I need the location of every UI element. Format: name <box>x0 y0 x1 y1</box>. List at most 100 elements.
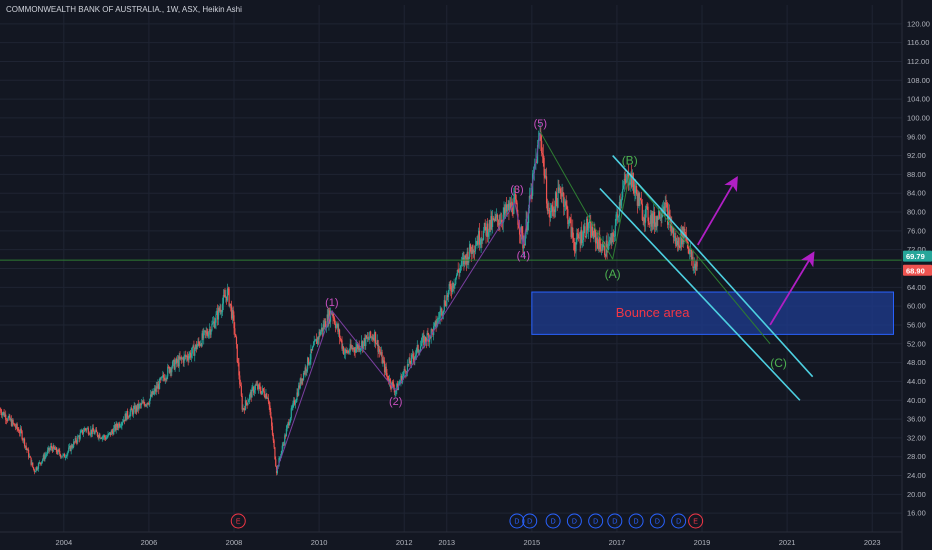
candle-body <box>602 244 604 250</box>
candle-body <box>206 331 208 335</box>
candle-body <box>1 412 3 416</box>
candle-body <box>127 416 130 418</box>
event-marker-label: E <box>236 519 241 526</box>
candle-body <box>29 456 31 458</box>
candle-body <box>638 192 640 207</box>
dividend-marker[interactable] <box>649 513 665 529</box>
candle-body <box>343 353 346 355</box>
candle-body <box>368 338 370 340</box>
candle-body <box>205 331 207 333</box>
candle-body <box>194 349 196 356</box>
candle-body <box>220 309 222 312</box>
candle-body <box>591 226 593 236</box>
candle-body <box>585 236 587 238</box>
candle-body <box>564 201 566 206</box>
candle-body <box>333 317 335 319</box>
candle-body <box>193 345 195 356</box>
candle-body <box>568 223 570 225</box>
candle-body <box>583 226 585 231</box>
candle-body <box>617 216 620 218</box>
dividend-marker[interactable] <box>509 513 525 529</box>
candle-body <box>633 184 635 193</box>
candle-body <box>371 336 373 339</box>
candle-body <box>655 222 657 228</box>
candle-body <box>514 193 517 200</box>
candle-body <box>466 251 468 265</box>
candle-body <box>357 344 359 349</box>
candle-body <box>628 183 630 186</box>
candle-body <box>612 233 614 235</box>
candle-body <box>601 249 603 251</box>
dividend-marker[interactable] <box>628 513 644 529</box>
candle-body <box>203 330 205 339</box>
candle-body <box>83 428 85 432</box>
candle-body <box>37 463 40 469</box>
candle-body <box>313 340 315 346</box>
candle-body <box>311 349 313 351</box>
candle-body <box>303 372 305 374</box>
candle-body <box>567 209 569 225</box>
dividend-marker[interactable] <box>588 513 604 529</box>
candle-body <box>593 227 595 239</box>
prev-price-tag-bg <box>903 264 932 276</box>
dividend-marker[interactable] <box>671 513 687 529</box>
candle-body <box>654 222 656 227</box>
candle-body <box>479 244 481 246</box>
candle-body <box>555 192 557 200</box>
candle-body <box>250 392 252 398</box>
y-axis[interactable]: 120.00 116.00 112.00 108.00 104.00 100.00 96.0… <box>901 0 932 550</box>
candle-body <box>513 197 515 214</box>
candle-body <box>458 271 460 273</box>
candle-body <box>216 310 218 315</box>
candle-body <box>202 333 204 339</box>
candle-body <box>469 244 472 252</box>
candle-body <box>486 223 488 236</box>
candle-body <box>214 322 216 328</box>
candle-body <box>201 333 203 347</box>
candle-body <box>544 175 546 178</box>
candle-body <box>402 372 404 376</box>
candle-body <box>335 325 337 328</box>
candle-body <box>635 186 638 195</box>
candle-body <box>163 375 165 378</box>
candle-body <box>464 255 467 258</box>
earnings-marker[interactable] <box>688 513 704 529</box>
candle-body <box>86 428 89 430</box>
corrective-wave-line <box>629 174 771 345</box>
candle-body <box>316 337 319 344</box>
candle-body <box>18 429 20 433</box>
earnings-marker[interactable] <box>230 513 246 529</box>
dividend-marker[interactable] <box>545 513 561 529</box>
candle-body <box>651 213 653 227</box>
candle-body <box>95 429 97 432</box>
candle-body <box>2 411 4 414</box>
candle-body <box>566 205 568 210</box>
candle-body <box>128 416 130 418</box>
candle-body <box>665 203 667 204</box>
candle-body <box>554 192 557 213</box>
candle-body <box>264 395 266 399</box>
dividend-marker[interactable] <box>522 513 538 529</box>
candle-body <box>27 449 29 451</box>
candle-body <box>265 393 267 399</box>
candle-body <box>307 357 309 370</box>
candle-body <box>76 441 78 443</box>
y-tick-label: 108.00 <box>907 76 930 85</box>
candle-body <box>647 206 649 222</box>
candle-body <box>184 355 186 357</box>
candle-body <box>45 454 47 456</box>
candle-body <box>13 423 15 425</box>
x-axis[interactable]: 2004 2006 2008 2010 2012 2013 2015 2017 2019 2021… <box>0 531 902 547</box>
candle-body <box>19 432 21 434</box>
candle-body <box>493 218 495 221</box>
candle-body <box>608 241 610 249</box>
dividend-marker[interactable] <box>607 513 623 529</box>
candle-body <box>622 188 624 198</box>
candle-body <box>137 403 139 409</box>
candle-body <box>380 352 382 355</box>
candle-body <box>541 153 544 155</box>
dividend-marker[interactable] <box>566 513 582 529</box>
candle-body <box>116 423 118 427</box>
